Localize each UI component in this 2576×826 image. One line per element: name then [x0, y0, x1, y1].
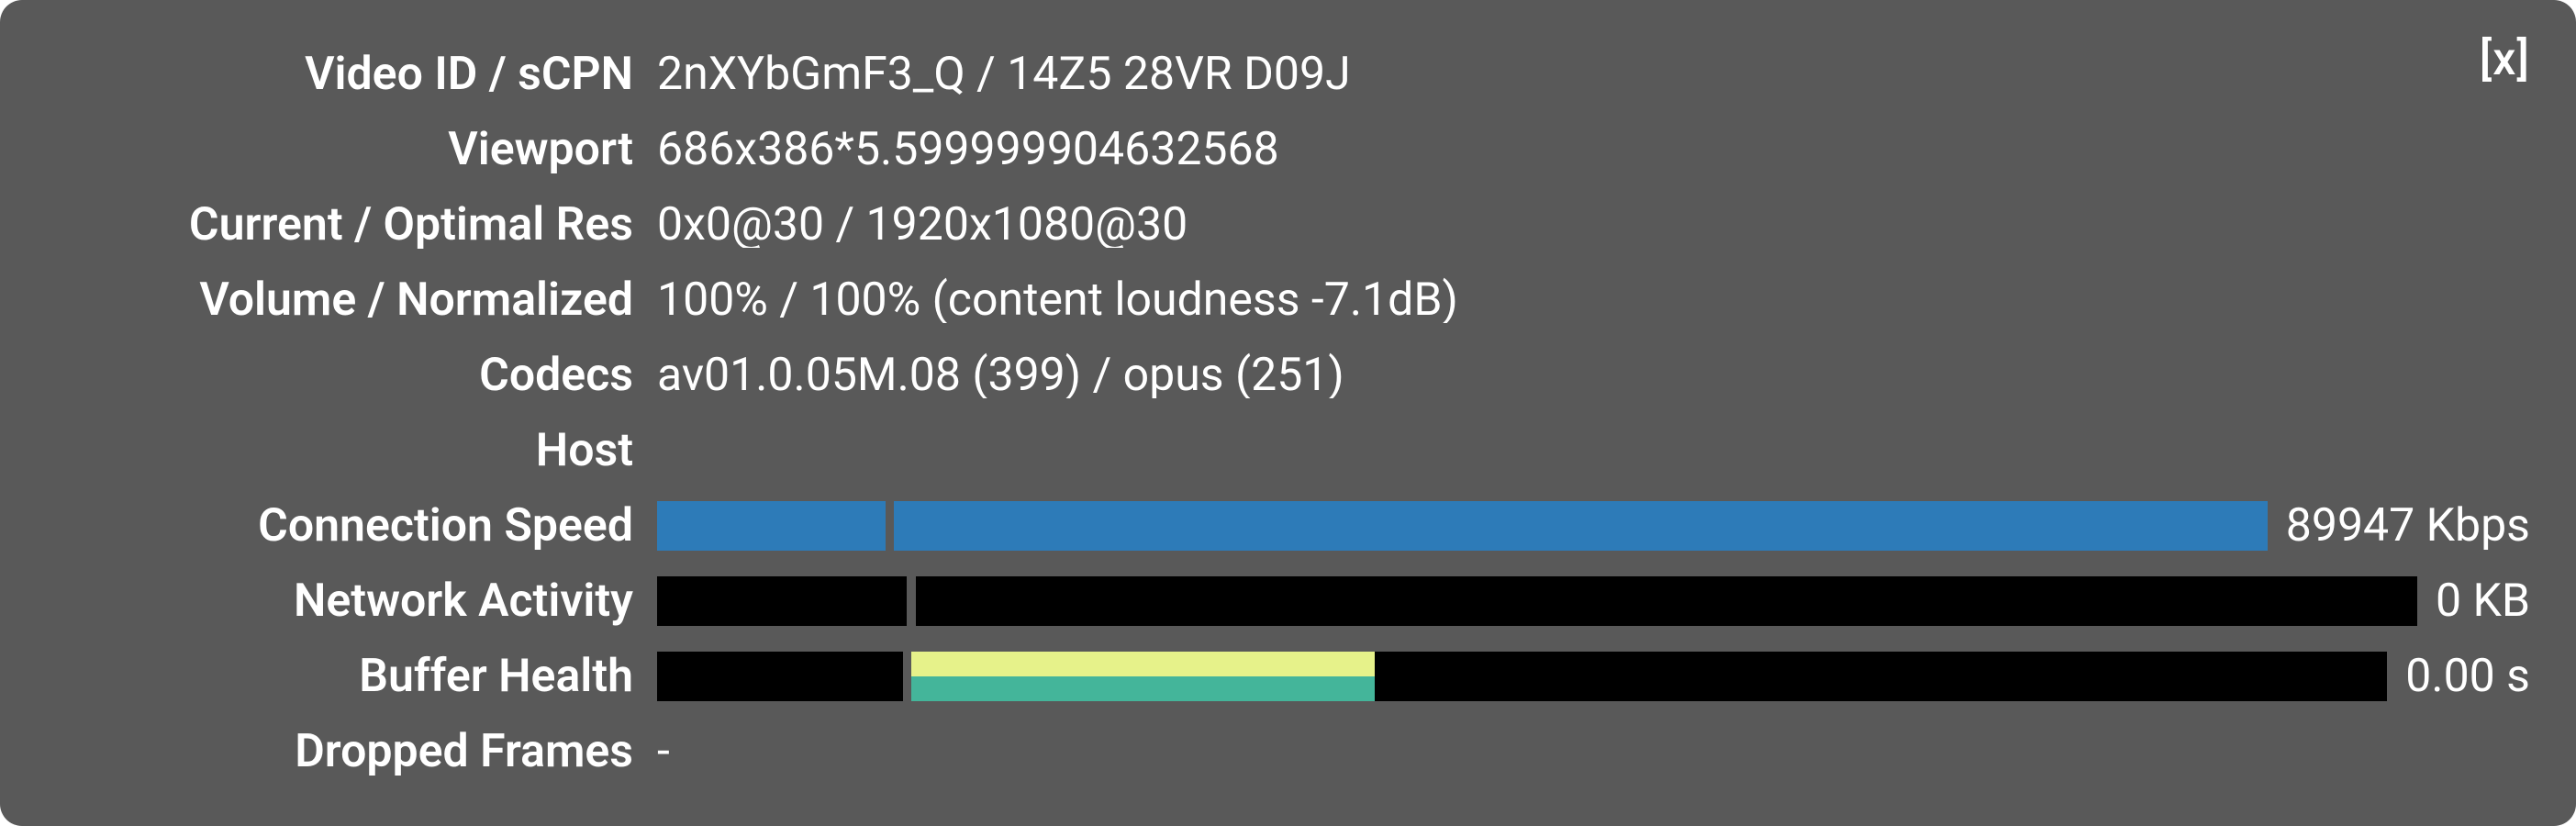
value-network-activity: 0 KB: [2417, 578, 2530, 624]
label-video-id: Video ID / sCPN: [46, 51, 657, 97]
bar-cell-buffer-health: 0.00 s: [657, 652, 2530, 701]
label-network-activity: Network Activity: [46, 578, 657, 624]
bar-cell-network-activity: 0 KB: [657, 576, 2530, 626]
label-volume: Volume / Normalized: [46, 277, 657, 323]
value-viewport: 686x386*5.599999904632568: [657, 127, 2530, 173]
row-codecs: Codecs av01.0.05M.08 (399) / opus (251): [46, 338, 2530, 413]
label-codecs: Codecs: [46, 352, 657, 398]
stats-for-nerds-panel: [x] Video ID / sCPN 2nXYbGmF3_Q / 14Z5 2…: [0, 0, 2576, 826]
bar-divider: [903, 652, 911, 701]
label-resolution: Current / Optimal Res: [46, 202, 657, 248]
label-viewport: Viewport: [46, 127, 657, 173]
label-buffer-health: Buffer Health: [46, 653, 657, 699]
bar-segment: [657, 501, 886, 551]
close-button[interactable]: [x]: [2480, 37, 2530, 83]
bar-divider: [907, 576, 916, 626]
value-resolution: 0x0@30 / 1920x1080@30: [657, 202, 2530, 248]
label-host: Host: [46, 428, 657, 474]
label-connection-speed: Connection Speed: [46, 503, 657, 549]
bar-buffer-health: [657, 652, 2387, 701]
value-dropped-frames: -: [657, 729, 2530, 775]
value-codecs: av01.0.05M.08 (399) / opus (251): [657, 352, 2530, 398]
bar-cell-connection-speed: 89947 Kbps: [657, 501, 2530, 551]
bar-divider: [886, 501, 894, 551]
row-buffer-health: Buffer Health 0.00 s: [46, 639, 2530, 714]
row-viewport: Viewport 686x386*5.599999904632568: [46, 112, 2530, 187]
bar-network-activity: [657, 576, 2417, 626]
value-volume: 100% / 100% (content loudness -7.1dB): [657, 277, 2530, 323]
label-dropped-frames: Dropped Frames: [46, 729, 657, 775]
bar-segment: [911, 652, 1375, 676]
bar-connection-speed: [657, 501, 2268, 551]
row-connection-speed: Connection Speed 89947 Kbps: [46, 488, 2530, 564]
value-connection-speed: 89947 Kbps: [2268, 503, 2530, 549]
row-video-id: Video ID / sCPN 2nXYbGmF3_Q / 14Z5 28VR …: [46, 37, 2530, 112]
row-host: Host: [46, 413, 2530, 488]
row-dropped-frames: Dropped Frames -: [46, 714, 2530, 789]
row-resolution: Current / Optimal Res 0x0@30 / 1920x1080…: [46, 187, 2530, 262]
value-buffer-health: 0.00 s: [2387, 653, 2530, 699]
bar-segment: [894, 501, 2268, 551]
row-network-activity: Network Activity 0 KB: [46, 564, 2530, 639]
row-volume: Volume / Normalized 100% / 100% (content…: [46, 262, 2530, 338]
value-video-id: 2nXYbGmF3_Q / 14Z5 28VR D09J: [657, 51, 2530, 97]
